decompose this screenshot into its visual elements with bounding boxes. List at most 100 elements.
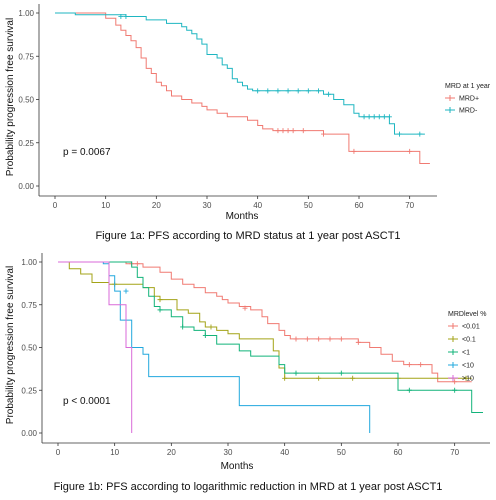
chart-1b-censor-mark: [134, 261, 140, 267]
chart-1b-x-tick-label: 0: [56, 448, 61, 457]
chart-1a-x-tick-label: 70: [405, 201, 414, 210]
chart-1a-y-tick-label: 0.50: [18, 96, 34, 105]
chart-1b-xlabel: Months: [221, 461, 254, 472]
chart-1b-censor-mark: [338, 370, 344, 376]
chart-1b-x-ticks: 0 10 20 30 40 50 60 70: [56, 443, 460, 457]
chart-1b-censor-mark: [208, 324, 214, 330]
chart-1a-y-ticks: 0.00 0.25 0.50 0.75 1.00: [18, 9, 39, 191]
chart-1a-censor-mark: [285, 128, 291, 134]
chart-1b-censor-mark: [452, 379, 458, 385]
chart-1a-y-tick-label: 0.00: [18, 182, 34, 191]
chart-1a-censor-mark: [417, 131, 423, 137]
chart-1a-legend: MRD at 1 year MRD+ MRD-: [445, 83, 491, 115]
chart-1a-censor-mark: [280, 128, 286, 134]
chart-1a-censor-mark: [381, 114, 387, 120]
chart-1b-censor-mark: [406, 387, 412, 393]
chart-1b-legend-key: [448, 323, 458, 329]
chart-1b-censor-mark: [355, 339, 361, 345]
chart-1b-censor-mark: [242, 305, 248, 311]
chart-1a-censor-mark: [397, 131, 403, 137]
chart-1a-series-line: [55, 12, 425, 135]
chart-1b-censor-mark: [350, 375, 356, 381]
chart-1a-axes: [38, 4, 437, 197]
chart-1a-censor-mark: [275, 88, 281, 94]
chart-1a-censor-mark: [361, 114, 367, 120]
chart-1a-censor-mark: [300, 128, 306, 134]
chart-1a-legend-key: [445, 107, 455, 113]
chart-1a-censor-mark: [305, 88, 311, 94]
chart-1a-x-tick-label: 30: [203, 201, 212, 210]
chart-1a: 0 10 20 30 40 50 60 70 0.00 0.25 0.50 0.75 1.00 Mon…: [5, 4, 491, 242]
chart-1b-censor-mark: [282, 375, 288, 381]
chart-1b-caption: Figure 1b: PFS according to logarithmic …: [54, 481, 443, 493]
chart-1b-y-tick-label: 0.00: [21, 429, 37, 438]
chart-1a-x-tick-label: 50: [304, 201, 313, 210]
chart-1a-censor-mark: [275, 128, 281, 134]
chart-1a-x-tick-label: 0: [53, 201, 58, 210]
chart-1b-censor-mark: [418, 362, 424, 368]
chart-1a-legend-label: MRD-: [459, 108, 478, 115]
chart-1b-legend-label: <10: [462, 363, 474, 370]
chart-1b-legend-key: [448, 349, 458, 355]
chart-1b-legend: MRDlevel % <0.01 <0.1 <1 <10 >10: [448, 311, 487, 383]
chart-1a-curves: [55, 12, 430, 164]
chart-1b-censor-mark: [293, 336, 299, 342]
chart-1b-series-line: [58, 261, 472, 379]
chart-1b-series-line: [58, 261, 483, 413]
chart-1b-legend-label: >10: [462, 376, 474, 383]
chart-1b-axes: [41, 253, 490, 444]
chart-1b-legend-label: <1: [462, 350, 470, 357]
chart-1a-legend-key: [445, 95, 455, 101]
chart-1b-x-tick-label: 30: [224, 448, 233, 457]
chart-1b-y-tick-label: 1.00: [21, 258, 37, 267]
chart-1b-censor-mark: [316, 336, 322, 342]
chart-1a-caption: Figure 1a: PFS according to MRD status a…: [95, 230, 400, 242]
chart-1b-x-tick-label: 70: [450, 448, 459, 457]
chart-1b-censor-mark: [452, 387, 458, 393]
chart-1b-censor-mark: [338, 336, 344, 342]
chart-1b-censor-mark: [157, 297, 163, 303]
chart-1a-censor-mark: [290, 128, 296, 134]
chart-1a-x-ticks: 0 10 20 30 40 50 60 70: [53, 196, 415, 210]
chart-1b-censor-mark: [327, 336, 333, 342]
chart-1a-p-value: p = 0.0067: [63, 147, 111, 158]
chart-1b-legend-label: <0.1: [462, 337, 476, 344]
chart-1b-legend-key: [448, 362, 458, 368]
chart-1a-censor-mark: [351, 148, 357, 154]
chart-1b-censor-mark: [293, 370, 299, 376]
chart-1a-censor-mark: [265, 88, 271, 94]
chart-1a-censor-mark: [326, 91, 332, 97]
chart-1a-x-tick-label: 40: [253, 201, 262, 210]
chart-1a-x-tick-label: 20: [152, 201, 161, 210]
chart-1b-censor-mark: [123, 288, 129, 294]
chart-1b-series-line: [58, 261, 472, 383]
chart-1a-censor-mark: [123, 13, 129, 19]
chart-1b-censor-mark: [202, 333, 208, 339]
chart-1a-censor-mark: [407, 148, 413, 154]
chart-1a-y-tick-label: 0.75: [18, 52, 34, 61]
chart-1a-censor-mark: [255, 88, 261, 94]
chart-1b: 0 10 20 30 40 50 60 70 0.00 0.25 0.50 0.75 1.00 Mon…: [5, 253, 490, 493]
chart-1a-x-tick-label: 60: [355, 201, 364, 210]
chart-1b-censor-mark: [316, 375, 322, 381]
chart-1b-legend-key: [448, 336, 458, 342]
chart-1a-censor-mark: [366, 114, 372, 120]
chart-1b-series-line: [58, 261, 371, 433]
chart-1a-censor-mark: [376, 114, 382, 120]
chart-1b-p-value: p < 0.0001: [63, 396, 111, 407]
chart-1b-censor-mark: [406, 362, 412, 368]
chart-1a-x-tick-label: 10: [101, 201, 110, 210]
chart-1a-censor-mark: [321, 131, 327, 137]
chart-1b-x-tick-label: 40: [280, 448, 289, 457]
chart-1a-censor-mark: [118, 13, 124, 19]
chart-1b-legend-title: MRDlevel %: [448, 311, 487, 318]
chart-1a-censor-mark: [315, 88, 321, 94]
chart-1a-y-tick-label: 0.25: [18, 139, 34, 148]
chart-1b-curves: [58, 261, 483, 433]
chart-1a-series-line: [55, 12, 430, 164]
chart-1b-legend-key: [448, 375, 458, 381]
chart-1b-x-tick-label: 60: [394, 448, 403, 457]
chart-1b-censor-mark: [463, 375, 469, 381]
chart-1b-legend-label: <0.01: [462, 324, 480, 331]
